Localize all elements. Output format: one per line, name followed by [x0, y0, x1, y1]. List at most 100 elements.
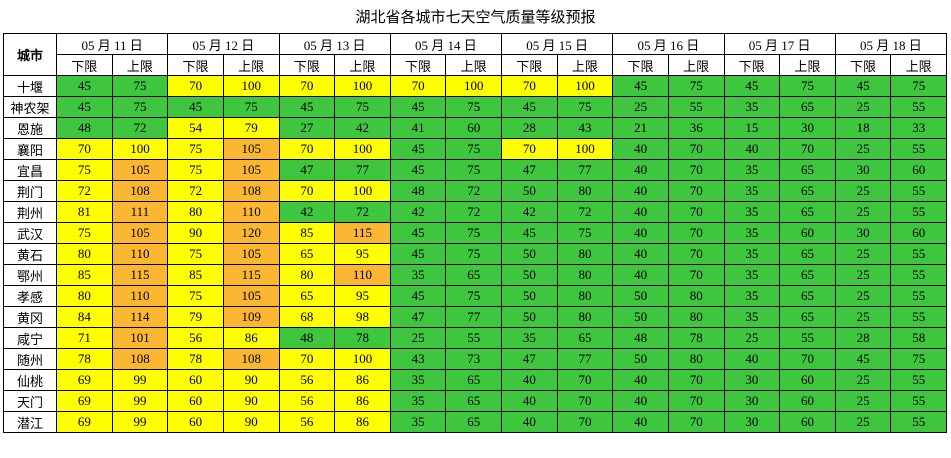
upper-value: 75 — [445, 138, 502, 160]
upper-value: 30 — [779, 117, 836, 139]
lower-value: 40 — [723, 348, 781, 370]
upper-value: 105 — [222, 159, 280, 181]
city-row: 宜昌 75 105 75 105 47 77 45 75 47 77 40 70 35 65 30 60 — [3, 159, 947, 181]
lower-value: 45 — [723, 75, 781, 97]
upper-value: 99 — [111, 390, 169, 412]
lower-value: 40 — [723, 138, 781, 160]
upper-value: 115 — [222, 264, 280, 286]
date-header: 05 月 16 日 — [612, 33, 725, 55]
date-header: 05 月 18 日 — [834, 33, 948, 55]
upper-value: 80 — [556, 243, 614, 265]
upper-value: 70 — [667, 243, 725, 265]
lower-value: 48 — [56, 117, 113, 139]
lower-value: 80 — [56, 243, 113, 265]
lower-value: 45 — [389, 285, 447, 307]
upper-value: 55 — [890, 180, 947, 202]
upper-value: 75 — [111, 75, 169, 97]
upper-value: 79 — [222, 117, 280, 139]
lower-value: 15 — [723, 117, 781, 139]
upper-value: 75 — [890, 348, 947, 370]
lower-value: 35 — [501, 327, 558, 349]
upper-value: 70 — [667, 411, 725, 433]
lower-value: 60 — [167, 411, 224, 433]
upper-value: 110 — [111, 285, 169, 307]
lower-value: 45 — [389, 159, 447, 181]
lower-value: 45 — [278, 96, 336, 118]
lower-value: 50 — [612, 285, 669, 307]
lower-value: 25 — [834, 201, 892, 223]
city-name: 孝感 — [3, 285, 57, 307]
lower-value: 56 — [167, 327, 224, 349]
lower-value: 42 — [501, 201, 558, 223]
upper-value: 65 — [779, 306, 836, 328]
upper-value: 75 — [445, 159, 502, 181]
upper-value: 75 — [334, 96, 391, 118]
upper-header: 上限 — [890, 54, 947, 76]
lower-value: 80 — [278, 264, 336, 286]
upper-value: 120 — [222, 222, 280, 244]
lower-value: 40 — [612, 243, 669, 265]
upper-value: 75 — [111, 96, 169, 118]
upper-value: 65 — [445, 390, 502, 412]
lower-value: 75 — [167, 138, 224, 160]
upper-value: 110 — [334, 264, 391, 286]
lower-header: 下限 — [167, 54, 224, 76]
lower-header: 下限 — [612, 54, 669, 76]
upper-value: 36 — [667, 117, 725, 139]
upper-value: 42 — [334, 117, 391, 139]
lower-value: 40 — [612, 411, 669, 433]
upper-value: 90 — [222, 390, 280, 412]
upper-value: 108 — [222, 180, 280, 202]
lower-value: 72 — [167, 180, 224, 202]
upper-value: 70 — [667, 369, 725, 391]
lower-value: 45 — [501, 222, 558, 244]
lower-value: 78 — [56, 348, 113, 370]
upper-value: 55 — [445, 327, 502, 349]
lower-header: 下限 — [389, 54, 447, 76]
lower-value: 70 — [278, 75, 336, 97]
city-name: 荆州 — [3, 201, 57, 223]
lower-value: 84 — [56, 306, 113, 328]
lower-header: 下限 — [501, 54, 558, 76]
upper-header: 上限 — [556, 54, 614, 76]
city-header: 城市 — [3, 33, 57, 76]
lower-value: 50 — [612, 306, 669, 328]
lower-value: 40 — [612, 264, 669, 286]
lower-value: 25 — [389, 327, 447, 349]
lower-value: 70 — [389, 75, 447, 97]
lower-value: 75 — [167, 159, 224, 181]
upper-value: 77 — [556, 159, 614, 181]
date-header: 05 月 17 日 — [723, 33, 836, 55]
upper-value: 55 — [890, 243, 947, 265]
lower-header: 下限 — [723, 54, 781, 76]
lower-value: 56 — [278, 390, 336, 412]
upper-value: 72 — [556, 201, 614, 223]
upper-value: 60 — [890, 159, 947, 181]
upper-value: 114 — [111, 306, 169, 328]
city-name: 天门 — [3, 390, 57, 412]
city-row: 神农架 45 75 45 75 45 75 45 75 45 75 25 55 35 65 25 55 — [3, 96, 947, 118]
upper-header: 上限 — [667, 54, 725, 76]
city-row: 荆门 72 108 72 108 70 100 48 72 50 80 40 70 35 65 25 55 — [3, 180, 947, 202]
lower-value: 50 — [612, 348, 669, 370]
lower-value: 25 — [723, 327, 781, 349]
lower-value: 28 — [501, 117, 558, 139]
upper-value: 101 — [111, 327, 169, 349]
upper-value: 100 — [111, 138, 169, 160]
upper-value: 110 — [111, 243, 169, 265]
upper-value: 75 — [556, 222, 614, 244]
upper-value: 65 — [779, 264, 836, 286]
upper-value: 100 — [556, 138, 614, 160]
lower-value: 30 — [723, 369, 781, 391]
city-name: 恩施 — [3, 117, 57, 139]
upper-value: 90 — [222, 369, 280, 391]
upper-value: 75 — [445, 96, 502, 118]
lower-value: 78 — [167, 348, 224, 370]
lower-value: 45 — [612, 75, 669, 97]
upper-value: 70 — [779, 138, 836, 160]
upper-value: 80 — [556, 264, 614, 286]
lower-value: 35 — [389, 411, 447, 433]
lower-value: 45 — [389, 222, 447, 244]
upper-value: 55 — [890, 96, 947, 118]
lower-value: 50 — [501, 243, 558, 265]
